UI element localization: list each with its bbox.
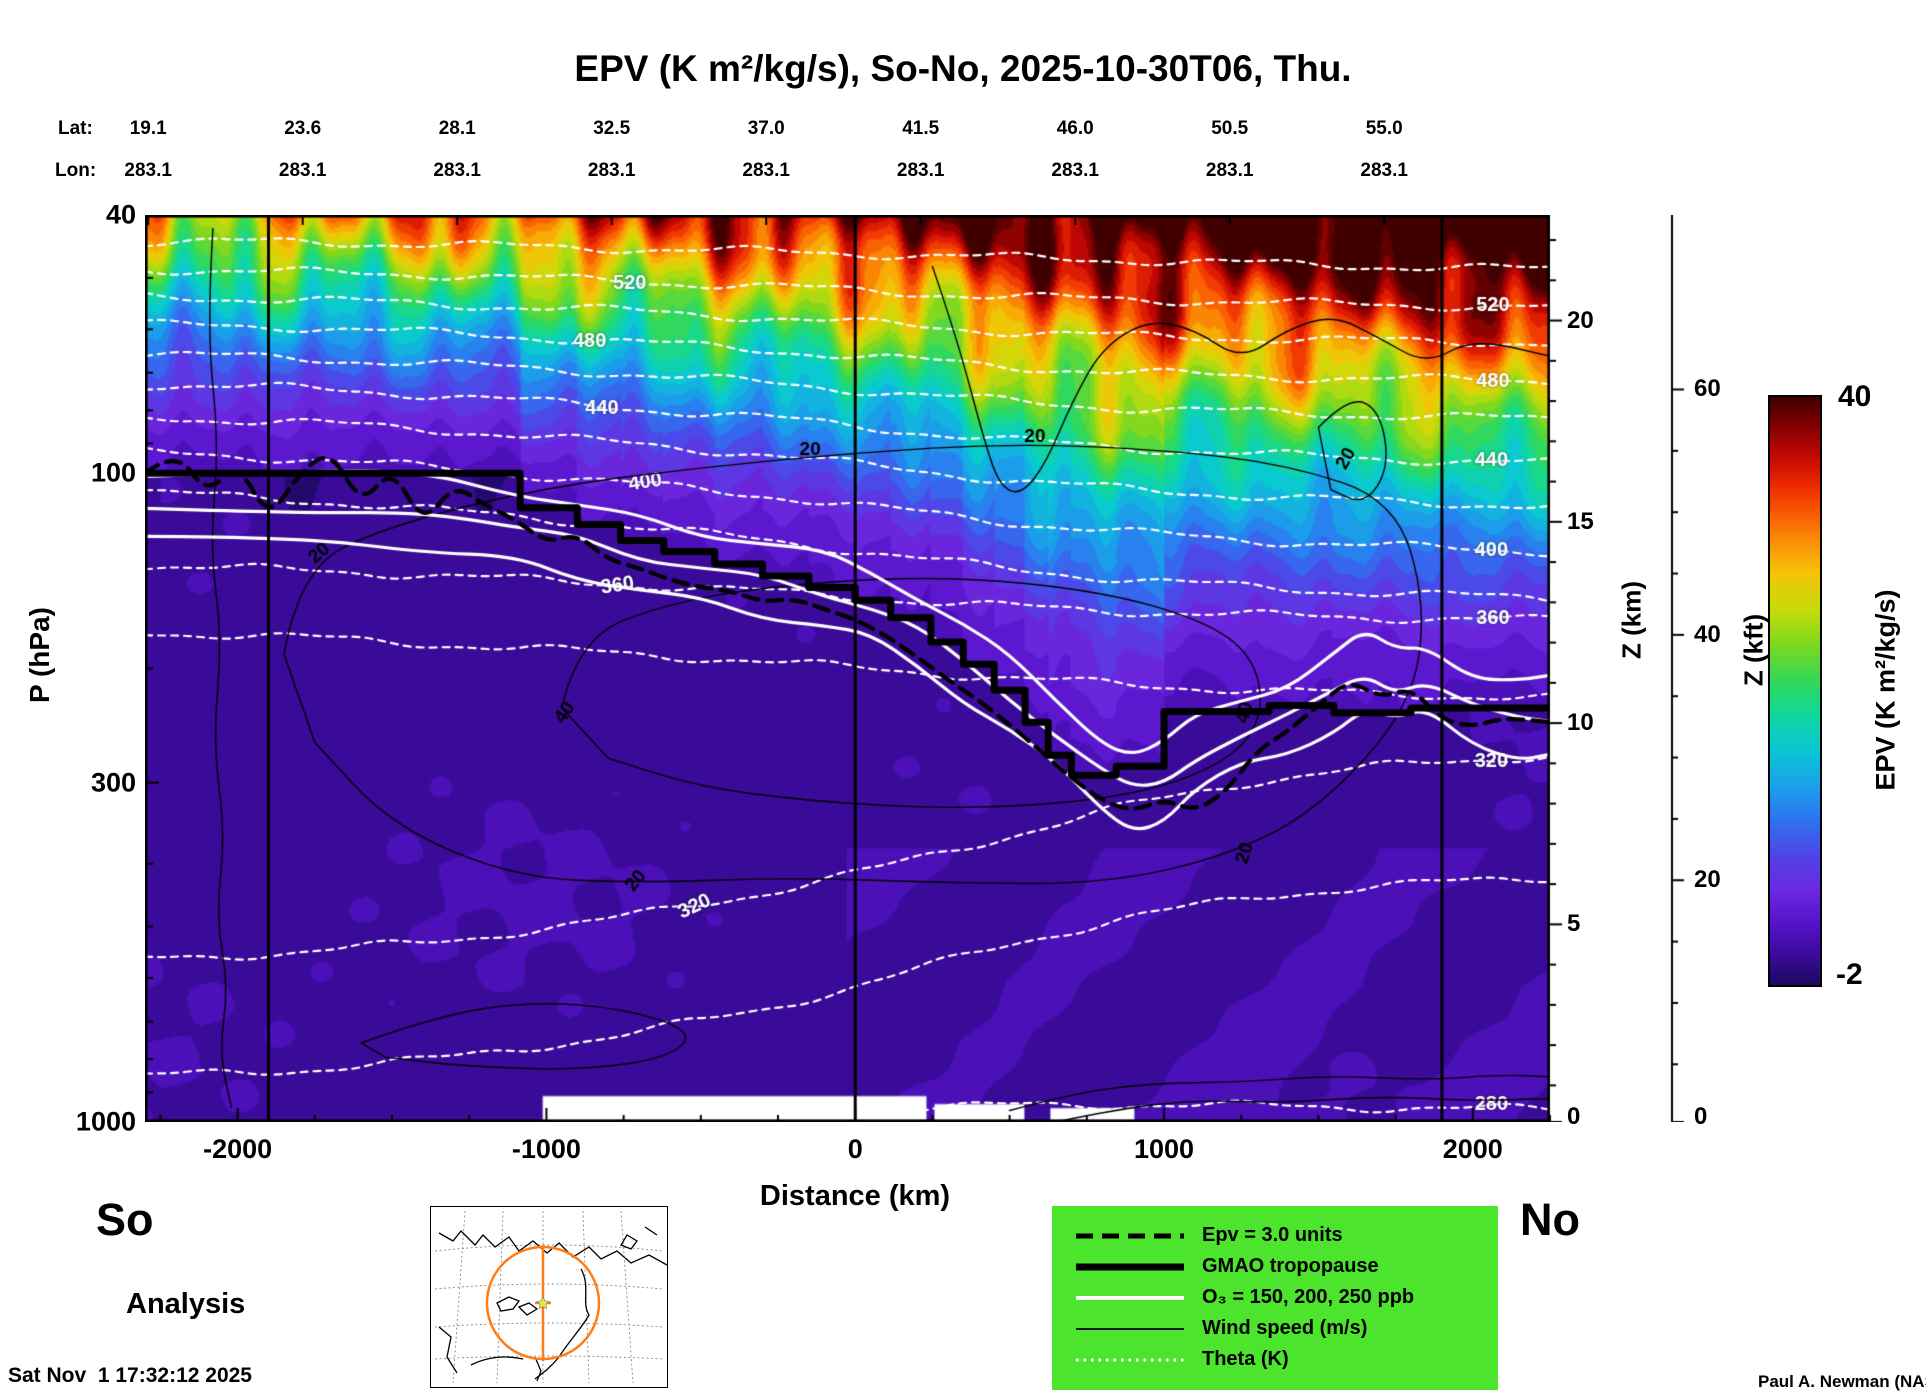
x-tick-label: -1000	[511, 1134, 581, 1164]
colorbar-max-label: 40	[1838, 380, 1872, 413]
x-tick-label: 2000	[1442, 1134, 1503, 1164]
legend-item-wind: Wind speed (m/s)	[1070, 1313, 1480, 1344]
lon-tick-label: 283.1	[587, 160, 636, 181]
distance-axis-label: Distance (km)	[759, 1180, 951, 1212]
p-tick-label: 100	[90, 457, 136, 488]
credit: Paul A. Newman (NASA	[1758, 1372, 1926, 1391]
legend-item-epv3: Epv = 3.0 units	[1070, 1220, 1480, 1251]
lat-tick-label: 23.6	[284, 118, 322, 139]
p-tick-label: 300	[90, 767, 136, 798]
lat-tick-label: 46.0	[1056, 118, 1094, 139]
lat-tick-label: 28.1	[438, 118, 476, 139]
lat-tick-label: 50.5	[1211, 118, 1249, 139]
pressure-axis-label: P (hPa)	[24, 607, 55, 703]
p-tick-label: 40	[105, 199, 136, 230]
lon-tick-label: 283.1	[124, 160, 172, 181]
timestamp: Sat Nov 1 17:32:12 2025	[8, 1364, 252, 1387]
lon-tick-label: 283.1	[896, 160, 945, 181]
legend-label: GMAO tropopause	[1202, 1255, 1379, 1277]
legend-label: Wind speed (m/s)	[1202, 1317, 1368, 1339]
z-km-tick-label: 0	[1567, 1103, 1581, 1130]
wind-line-sample	[1076, 1327, 1184, 1330]
z-km-tick-label: 15	[1567, 507, 1594, 535]
theta-line-sample	[1076, 1358, 1184, 1361]
epv3-line-sample	[1076, 1233, 1184, 1238]
lat-tick-label: 37.0	[747, 118, 785, 139]
colorbar-min-label: -2	[1836, 958, 1863, 991]
lat-tick-label: 32.5	[593, 118, 631, 139]
legend-label: Epv = 3.0 units	[1202, 1224, 1343, 1246]
lat-tick-label: 19.1	[129, 118, 167, 139]
x-tick-label: 1000	[1133, 1134, 1195, 1164]
p-tick-label: 1000	[75, 1106, 136, 1137]
lon-axis-label: Lon:	[55, 160, 97, 181]
tropopause-line-sample	[1076, 1263, 1184, 1270]
legend: Epv = 3.0 units GMAO tropopause O₃ = 150…	[1052, 1206, 1498, 1390]
z-kft-tick-label: 0	[1694, 1103, 1708, 1130]
legend-item-theta: Theta (K)	[1070, 1344, 1480, 1375]
colorbar-title: EPV (K m²/kg/s)	[1870, 589, 1901, 791]
lon-tick-label: 283.1	[1205, 160, 1254, 181]
x-tick-label: -2000	[203, 1134, 273, 1164]
lon-tick-label: 283.1	[278, 160, 327, 181]
legend-label: Theta (K)	[1202, 1348, 1289, 1370]
lon-tick-label: 283.1	[742, 160, 790, 181]
z-kft-tick-label: 40	[1694, 620, 1721, 648]
z-kft-tick-label: 20	[1694, 866, 1721, 894]
z-km-tick-label: 10	[1567, 709, 1594, 737]
section-center-marker	[536, 1296, 550, 1310]
lon-tick-label: 283.1	[1051, 160, 1099, 181]
ozone-line-sample	[1076, 1295, 1184, 1300]
x-tick-label: 0	[847, 1134, 863, 1164]
analysis-label: Analysis	[126, 1288, 246, 1320]
z-km-axis-label: Z (km)	[1616, 581, 1647, 659]
lat-axis-label: Lat:	[58, 118, 93, 139]
lon-tick-label: 283.1	[433, 160, 481, 181]
section-end-label: No	[1520, 1194, 1580, 1245]
legend-item-tropopause: GMAO tropopause	[1070, 1251, 1480, 1282]
section-start-label: So	[96, 1194, 154, 1245]
lat-tick-label: 55.0	[1365, 118, 1403, 139]
legend-label: O₃ = 150, 200, 250 ppb	[1202, 1286, 1415, 1308]
map-inset	[430, 1206, 668, 1388]
epv-colorbar	[1768, 395, 1822, 987]
lon-tick-label: 283.1	[1360, 160, 1408, 181]
z-kft-tick-label: 60	[1694, 375, 1721, 403]
legend-item-ozone: O₃ = 150, 200, 250 ppb	[1070, 1282, 1480, 1313]
chart-title: EPV (K m²/kg/s), So-No, 2025-10-30T06, T…	[574, 48, 1352, 89]
epv-heatmap-canvas	[145, 215, 1720, 1122]
z-km-tick-label: 20	[1567, 306, 1594, 334]
z-kft-axis-label: Z (kft)	[1738, 613, 1769, 687]
lat-tick-label: 41.5	[902, 118, 940, 139]
z-km-tick-label: 5	[1567, 910, 1581, 938]
